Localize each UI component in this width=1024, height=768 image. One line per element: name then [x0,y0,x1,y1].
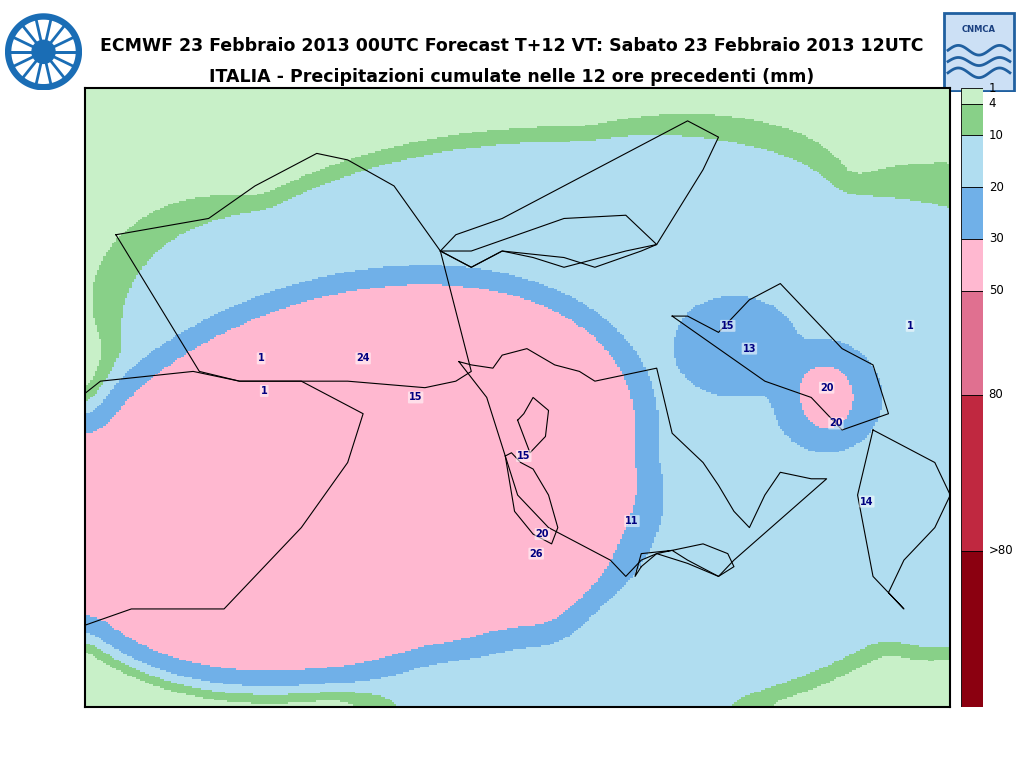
Polygon shape [12,21,75,83]
Text: 20: 20 [829,419,843,429]
Text: ITALIA - Precipitazioni cumulate nelle 12 ore precedenti (mm): ITALIA - Precipitazioni cumulate nelle 1… [209,68,815,86]
Text: 26: 26 [529,548,543,558]
Text: 10: 10 [989,128,1004,141]
Text: 13: 13 [742,343,756,353]
Text: 15: 15 [409,392,423,402]
Text: >80: >80 [989,545,1014,558]
Text: 1: 1 [989,82,996,94]
Text: 1: 1 [906,321,913,331]
Bar [961,395,983,551]
Bar [961,239,983,291]
Text: 15: 15 [517,451,530,461]
Bar [961,135,983,187]
Text: 4: 4 [989,98,996,111]
Bar [961,88,983,104]
Text: 14: 14 [860,497,873,507]
Bar [961,291,983,395]
Text: ECMWF 23 Febbraio 2013 00UTC Forecast T+12 VT: Sabato 23 Febbraio 2013 12UTC: ECMWF 23 Febbraio 2013 00UTC Forecast T+… [100,37,924,55]
Bar [961,187,983,239]
Text: 20: 20 [820,382,834,392]
Text: 30: 30 [989,233,1004,246]
Text: 1: 1 [258,353,264,363]
Text: 20: 20 [536,529,549,539]
Bar [961,104,983,135]
Polygon shape [32,41,55,63]
Text: 1: 1 [261,386,267,396]
Text: 24: 24 [356,353,370,363]
Text: 80: 80 [989,389,1004,402]
Text: 11: 11 [626,516,639,526]
Text: 15: 15 [721,321,734,331]
Text: 50: 50 [989,284,1004,297]
Text: CNMCA: CNMCA [962,25,996,34]
Polygon shape [7,15,80,88]
Text: 20: 20 [989,180,1004,194]
Bar [961,551,983,707]
